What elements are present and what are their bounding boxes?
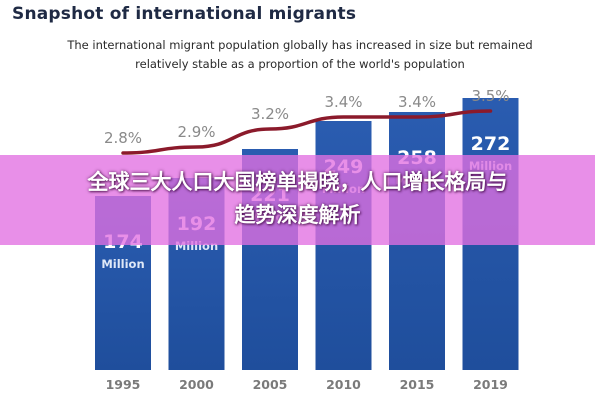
overlay-headline-line-2: 趋势深度解析 [234, 203, 361, 227]
overlay-banner [0, 155, 595, 245]
percent-label: 3.2% [251, 105, 289, 123]
chart-title: Snapshot of international migrants [12, 4, 357, 24]
overlay-headline-line-1: 全球三大人口大国榜单揭晓，人口增长格局与 [87, 170, 508, 194]
x-tick-label: 2010 [326, 377, 361, 392]
x-tick-label: 2000 [179, 377, 214, 392]
subtitle-line-2: relatively stable as a proportion of the… [135, 57, 465, 71]
x-tick-label: 2005 [253, 377, 288, 392]
bar-value-label: 272 [471, 133, 511, 155]
x-tick-label: 2015 [400, 377, 435, 392]
subtitle-line-1: The international migrant population glo… [67, 38, 533, 52]
percent-label: 3.4% [324, 93, 362, 111]
percent-trend-line [121, 109, 493, 155]
percent-label: 3.4% [398, 93, 436, 111]
percent-label: 2.9% [177, 123, 215, 141]
overlay-headline: 全球三大人口大国榜单揭晓，人口增长格局与 趋势深度解析 [20, 166, 575, 232]
percent-label: 3.5% [471, 87, 509, 105]
bar-unit-label: Million [101, 257, 144, 271]
x-tick-label: 2019 [473, 377, 508, 392]
percent-label: 2.8% [104, 129, 142, 147]
chart-subtitle: The international migrant population glo… [40, 36, 560, 74]
x-tick-label: 1995 [106, 377, 141, 392]
